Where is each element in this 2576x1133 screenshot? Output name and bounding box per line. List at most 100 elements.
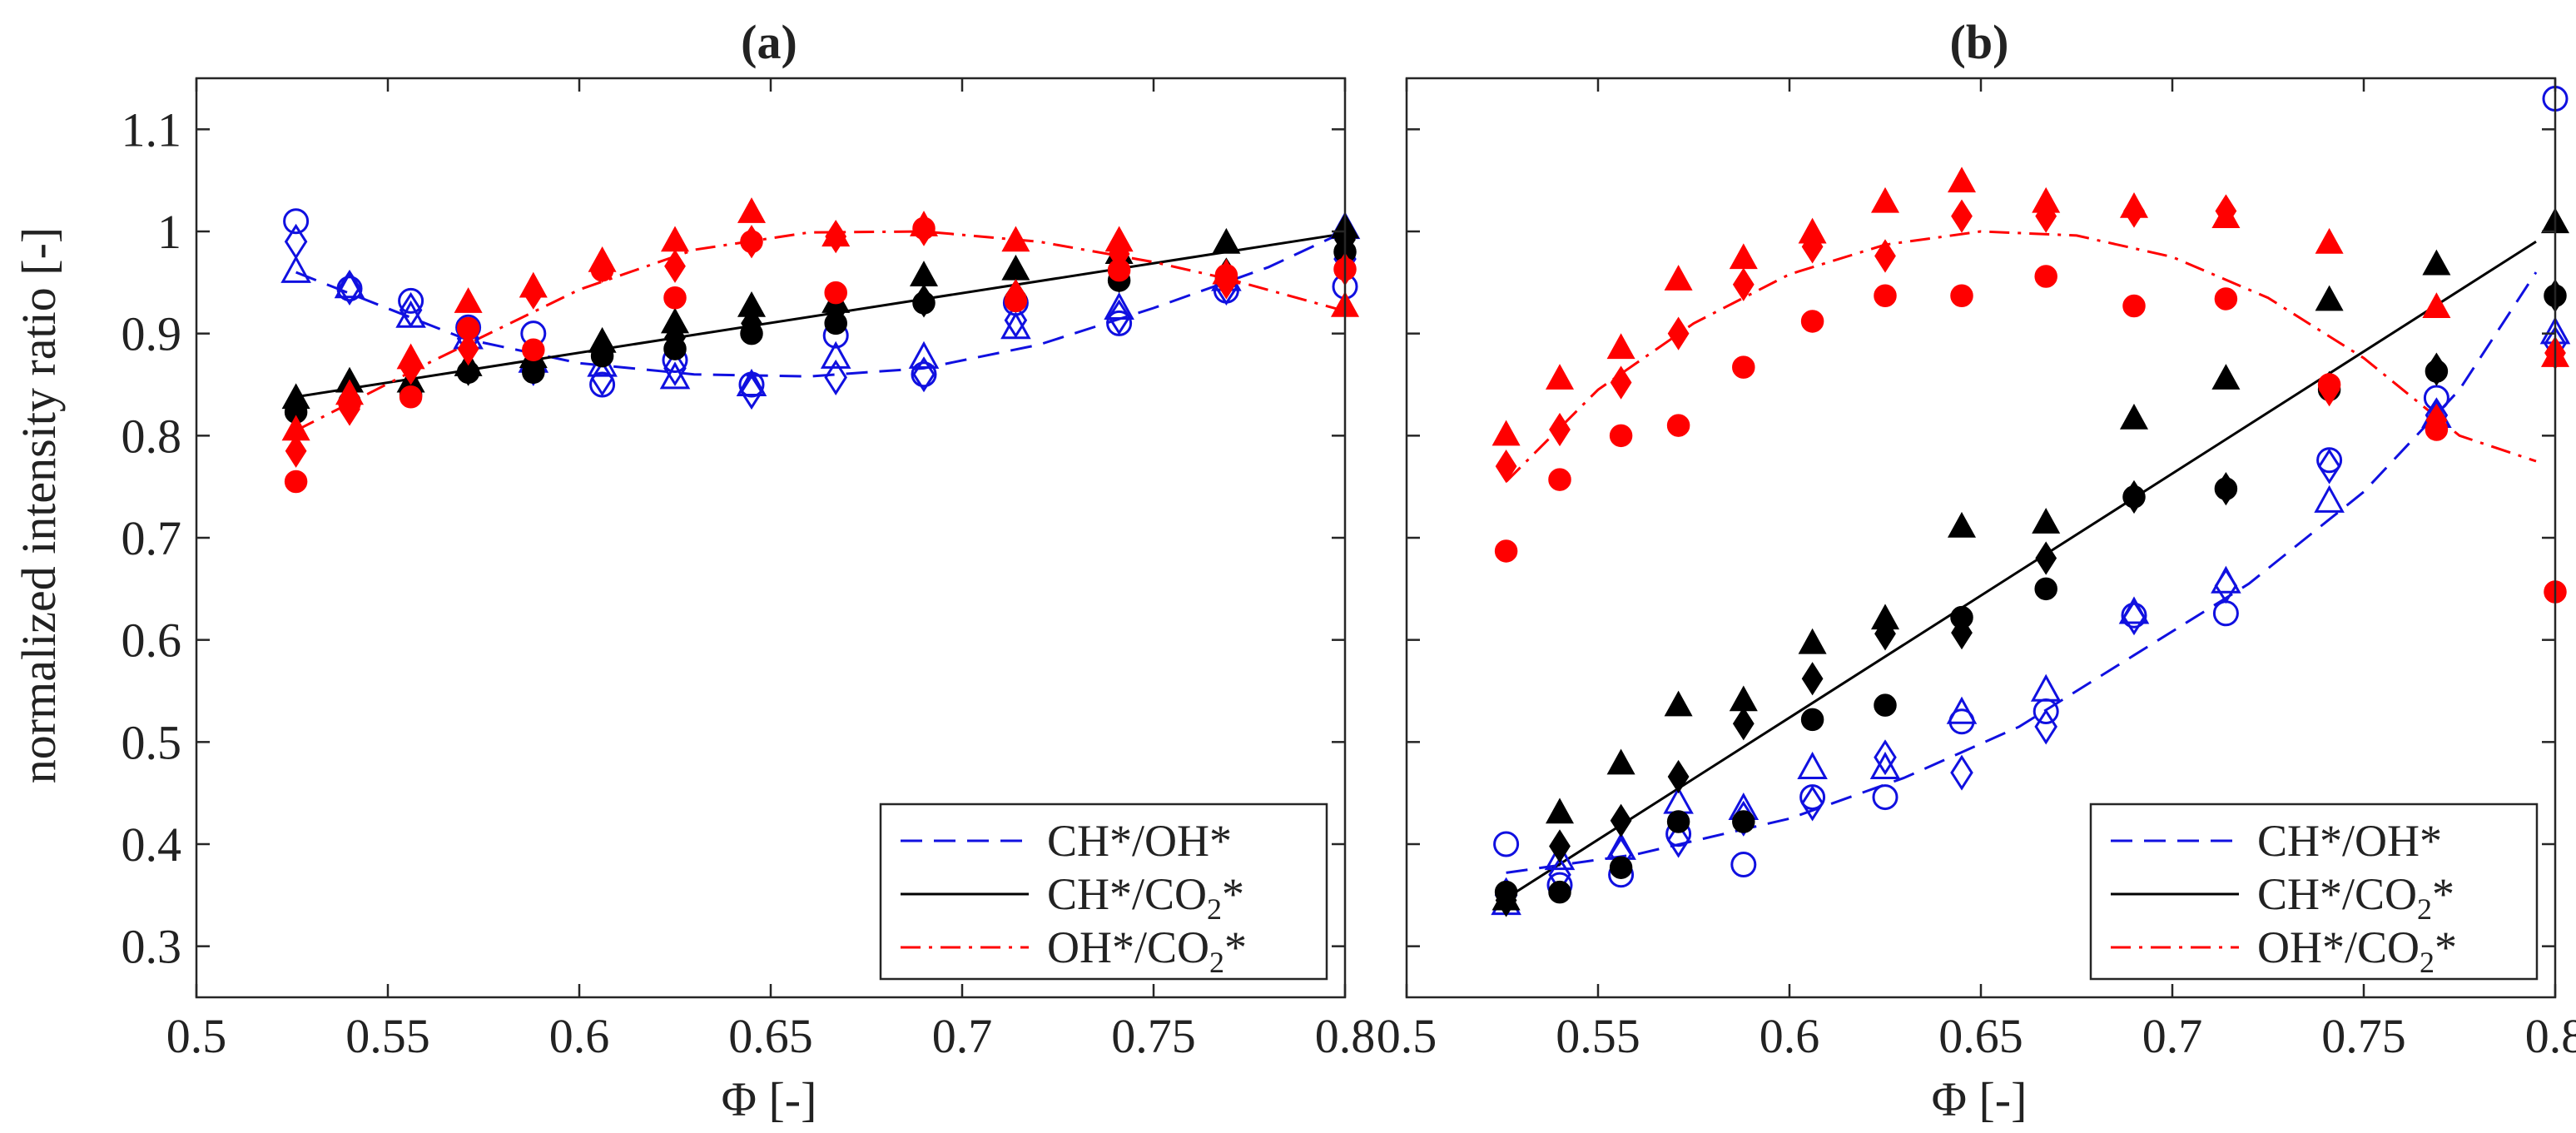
panel-b-title: (b) <box>1950 15 2009 69</box>
marker-oh_co2-diamond <box>664 249 686 283</box>
marker-oh_co2-circle <box>1548 468 1571 491</box>
marker-oh_co2-circle <box>456 316 480 340</box>
marker-ch_co2-triangle <box>2032 508 2061 534</box>
y-tick-label: 1.1 <box>122 102 182 157</box>
x-tick-label: 0.7 <box>2142 1009 2203 1063</box>
marker-ch_oh-circle <box>1106 310 1133 336</box>
marker-oh_co2-circle <box>1107 258 1131 282</box>
marker-ch_co2-circle <box>824 311 847 335</box>
x-tick-label: 0.5 <box>166 1009 227 1063</box>
marker-oh_co2-circle <box>912 216 936 241</box>
marker-ch_co2-triangle <box>2422 249 2451 276</box>
panel-b-legend: CH*/OH*CH*/CO2*OH*/CO2* <box>2089 803 2539 981</box>
marker-oh_co2-circle <box>1609 424 1633 448</box>
panel-b-x-axis-label: Φ [-] <box>1932 1072 2028 1126</box>
panel-a: (a) 0.5 0.55 0.6 0.65 0.7 0.75 0.8 0.3 0.4 0.5 0.6… <box>122 15 1376 1126</box>
marker-ch_oh-circle <box>2121 602 2147 629</box>
marker-ch_co2-circle <box>1548 880 1571 904</box>
marker-oh_co2-circle <box>1874 284 1897 308</box>
marker-ch_oh-diamond <box>338 269 361 306</box>
panel-a-x-axis-label: Φ [-] <box>722 1072 817 1126</box>
marker-oh_co2-circle <box>284 470 308 494</box>
marker-ch_oh-circle <box>911 361 937 388</box>
marker-ch_oh-diamond <box>740 374 763 410</box>
fit-line-ch_co2 <box>295 231 1346 399</box>
marker-ch_co2-circle <box>2122 485 2146 509</box>
x-tick-label: 0.55 <box>1556 1009 1640 1063</box>
marker-ch_oh-diamond <box>284 223 308 260</box>
panel-a-title: (a) <box>741 15 797 69</box>
marker-oh_co2-diamond <box>400 351 422 385</box>
marker-ch_oh-triangle <box>1797 751 1828 779</box>
y-tick-label: 0.9 <box>122 307 182 361</box>
marker-ch_co2-circle <box>663 337 687 360</box>
marker-ch_oh-circle <box>398 287 424 314</box>
y-axis-label: normalized intensity ratio [-] <box>12 227 66 783</box>
marker-ch_oh-diamond <box>1874 739 1897 776</box>
x-tick-label: 0.75 <box>1111 1009 1196 1063</box>
y-tick-label: 0.8 <box>122 409 182 463</box>
marker-ch_co2-triangle <box>2119 403 2149 430</box>
marker-ch_oh-diamond <box>2317 448 2341 485</box>
legend-label-ch_co2: CH*/CO2* <box>1047 869 1244 926</box>
marker-ch_oh-diamond <box>1107 299 1131 335</box>
x-tick-label: 0.6 <box>1760 1009 1820 1063</box>
marker-ch_oh-diamond <box>1004 302 1028 339</box>
marker-ch_co2-triangle <box>1798 628 1827 654</box>
marker-ch_co2-circle <box>1494 880 1518 904</box>
marker-oh_co2-circle <box>338 391 361 415</box>
marker-oh_co2-triangle <box>737 197 767 223</box>
marker-oh_co2-diamond <box>2035 199 2057 233</box>
marker-oh_co2-triangle <box>1729 243 1758 270</box>
marker-oh_co2-circle <box>590 258 614 282</box>
marker-ch_oh-circle <box>2316 447 2343 474</box>
marker-ch_oh-circle <box>589 371 616 398</box>
marker-ch_oh-triangle <box>1869 751 1901 779</box>
x-tick-label: 0.5 <box>1377 1009 1437 1063</box>
marker-ch_oh-triangle <box>280 255 311 283</box>
fit-line-ch_oh <box>295 230 1346 378</box>
fit-line-ch_oh <box>1506 271 2538 874</box>
marker-ch_co2-triangle <box>2315 285 2344 311</box>
marker-ch_co2-diamond <box>1667 759 1690 794</box>
marker-ch_oh-diamond <box>912 356 936 393</box>
marker-oh_co2-triangle <box>660 226 690 252</box>
marker-ch_co2-diamond <box>1801 662 1824 696</box>
marker-ch_oh-circle <box>1493 831 1520 857</box>
x-tick-label: 0.65 <box>728 1009 813 1063</box>
marker-ch_co2-circle <box>590 344 614 368</box>
marker-ch_co2-triangle <box>1545 798 1575 824</box>
marker-oh_co2-diamond <box>522 276 544 310</box>
marker-ch_oh-diamond <box>663 350 687 386</box>
x-tick-label: 0.65 <box>1938 1009 2023 1063</box>
marker-oh_co2-diamond <box>2215 194 2237 228</box>
marker-ch_oh-triangle <box>908 340 940 369</box>
marker-oh_co2-circle <box>1732 355 1755 379</box>
panel-a-ticks: 0.5 0.55 0.6 0.65 0.7 0.75 0.8 0.3 0.4 0.5 0.6 0.7 0… <box>122 78 1375 1063</box>
marker-oh_co2-triangle <box>1606 333 1635 360</box>
fit-line-ch_co2 <box>1505 241 2537 900</box>
marker-oh_co2-circle <box>1494 539 1518 563</box>
fit-line-oh_co2 <box>295 230 1346 432</box>
marker-oh_co2-circle <box>2425 418 2449 441</box>
marker-ch_oh-diamond <box>399 291 423 328</box>
marker-oh_co2-triangle <box>2422 292 2451 318</box>
marker-ch_oh-triangle <box>736 368 767 396</box>
marker-oh_co2-triangle <box>1664 265 1693 291</box>
marker-oh_co2-circle <box>1800 310 1824 333</box>
marker-ch_co2-circle <box>1950 605 1973 629</box>
marker-ch_co2-circle <box>1666 810 1690 833</box>
marker-oh_co2-triangle <box>1545 364 1575 390</box>
marker-ch_co2-circle <box>1800 708 1824 732</box>
marker-ch_co2-diamond <box>1610 803 1632 837</box>
legend-label-ch_oh: CH*/OH* <box>2257 816 2442 866</box>
marker-oh_co2-triangle <box>1870 186 1900 213</box>
marker-ch_co2-diamond <box>1549 829 1571 863</box>
marker-oh_co2-circle <box>399 385 423 409</box>
marker-oh_co2-diamond <box>1732 267 1755 301</box>
marker-ch_co2-circle <box>1732 810 1755 833</box>
marker-oh_co2-circle <box>522 338 545 362</box>
marker-oh_co2-diamond <box>1549 412 1571 447</box>
marker-ch_oh-circle <box>336 276 363 302</box>
